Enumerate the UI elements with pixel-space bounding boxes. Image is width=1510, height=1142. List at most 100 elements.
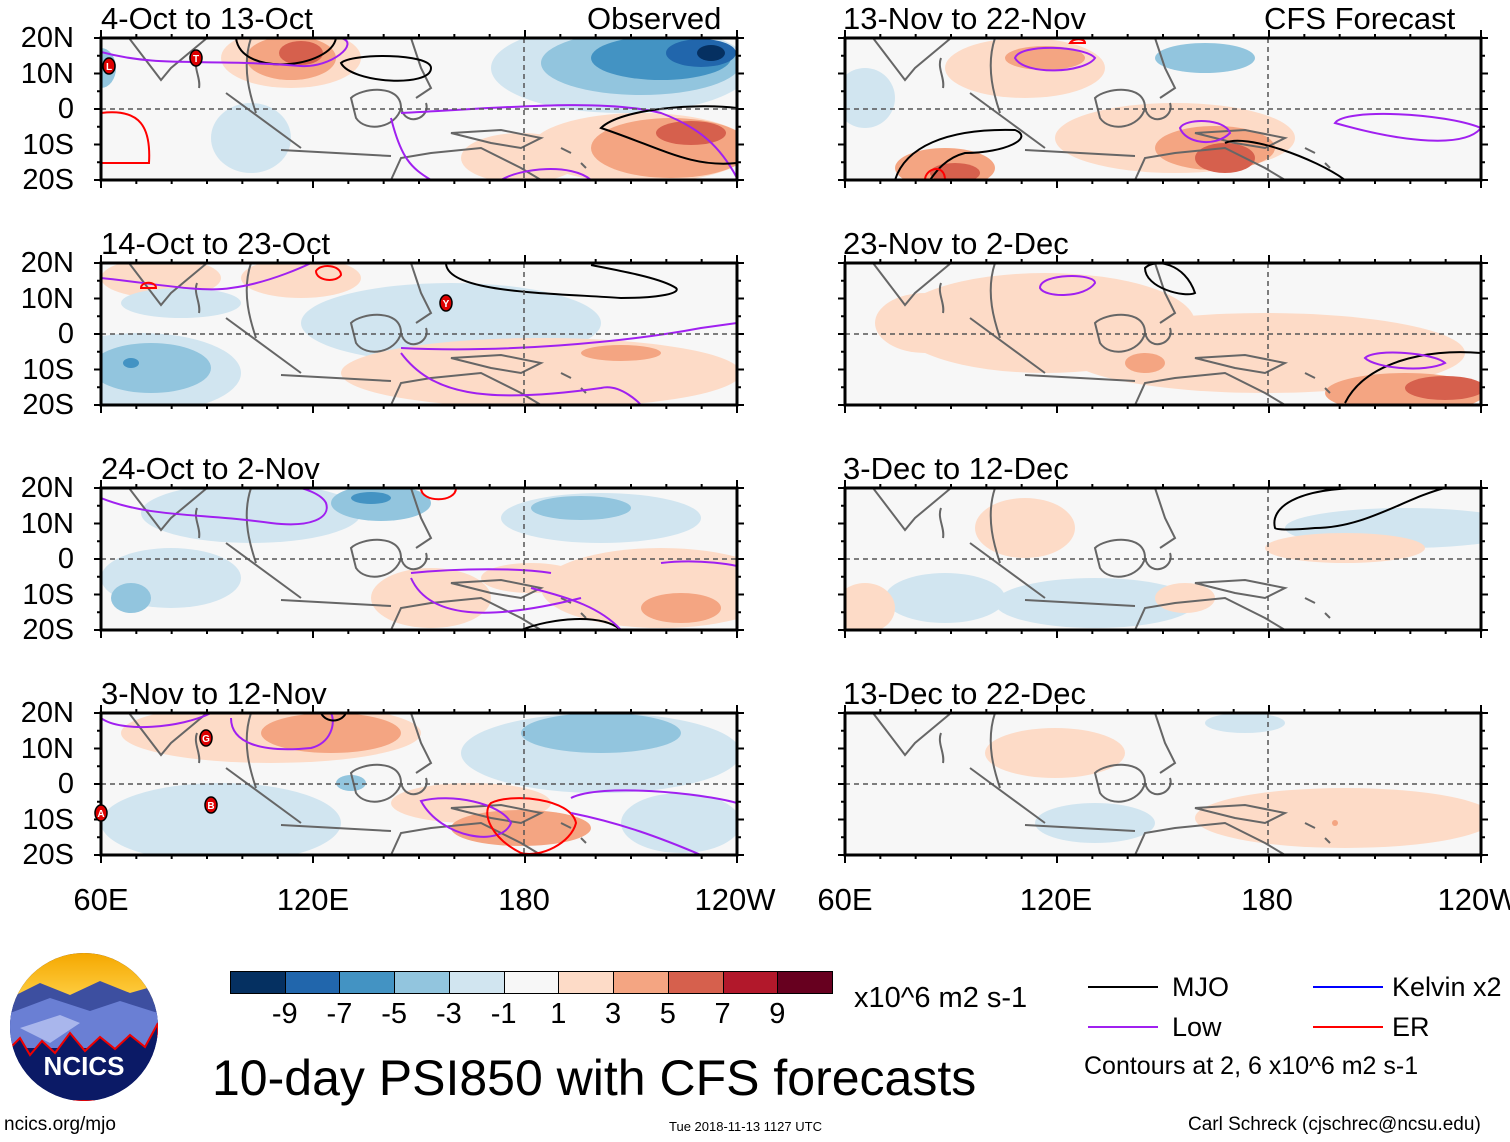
- colorbar-swatch: [722, 971, 779, 994]
- lat-label: 20N: [20, 472, 74, 504]
- colorbar-swatch: [284, 971, 341, 994]
- anomaly-region: [521, 713, 681, 753]
- colorbar-tick-label: 3: [605, 998, 622, 1030]
- field-layer: [845, 263, 1481, 405]
- coastline: [872, 713, 1331, 855]
- anomaly-region: [641, 593, 721, 623]
- anomaly-region: [621, 793, 737, 853]
- lat-label: 0: [57, 543, 74, 575]
- lat-label: 10S: [22, 353, 74, 386]
- contour-line: [101, 263, 312, 291]
- field-layer: [845, 38, 1481, 180]
- lat-label: 0: [57, 768, 74, 800]
- contour-line: [486, 797, 578, 855]
- tropical-cyclone-icon: [199, 729, 213, 747]
- panel-title: 24-Oct to 2-Nov: [101, 451, 320, 486]
- storm-letter: B: [207, 801, 214, 812]
- legend-line-low: [1088, 1026, 1158, 1028]
- coastline: [872, 38, 1331, 180]
- lat-label: 10N: [20, 282, 74, 315]
- anomaly-region: [1205, 713, 1285, 733]
- contour-line: [1333, 112, 1481, 142]
- legend-line-kelvin: [1313, 986, 1383, 988]
- colorbar-tick-label: 5: [659, 998, 676, 1030]
- panel-title: 14-Oct to 23-Oct: [101, 226, 331, 261]
- coastline: [872, 263, 1331, 405]
- contour-line: [1344, 351, 1481, 404]
- coastline: [128, 38, 587, 180]
- contour-line: [101, 713, 212, 728]
- forecast-map-panel: [838, 30, 1488, 188]
- anomaly-region: [1265, 533, 1425, 563]
- anomaly-region: [101, 343, 211, 393]
- anomaly-region: [241, 263, 361, 298]
- anomaly-region: [1155, 583, 1215, 613]
- anomaly-region: [1405, 376, 1481, 400]
- contour-line: [101, 38, 349, 68]
- panel-title: 13-Dec to 22-Dec: [843, 676, 1086, 711]
- field-layer: [101, 38, 737, 180]
- logo-text: NCICS: [44, 1051, 125, 1081]
- contour-line: [101, 111, 151, 164]
- forecast-map-panel: [838, 705, 1488, 863]
- contour-line: [230, 713, 334, 751]
- field-layer: [101, 713, 737, 855]
- coastline: [128, 488, 587, 630]
- observed-map-panel: [94, 480, 744, 638]
- anomaly-region: [845, 68, 895, 128]
- lon-label: 60E: [73, 882, 129, 917]
- contour-line: [314, 265, 343, 281]
- panel-title: 13-Nov to 22-Nov: [843, 1, 1086, 36]
- footer-url[interactable]: ncics.org/mjo: [4, 1114, 116, 1135]
- tropical-cyclone-icon: [204, 796, 218, 814]
- legend-label: Kelvin x2: [1392, 972, 1502, 1002]
- lon-label: 60E: [817, 882, 873, 917]
- observed-map-panel: G B A: [94, 705, 744, 863]
- storm-letter: T: [193, 54, 199, 65]
- lon-label: 120E: [1019, 882, 1093, 917]
- contour-line: [570, 812, 702, 855]
- lat-label: 0: [57, 93, 74, 125]
- lat-label: 10S: [22, 803, 74, 836]
- anomaly-region: [121, 288, 241, 318]
- map-svg: [94, 480, 744, 638]
- contour-line: [1038, 275, 1097, 296]
- storm-letter: Y: [443, 299, 450, 310]
- lat-label: 20S: [22, 614, 74, 646]
- anomaly-region: [975, 498, 1075, 558]
- contour-line: [400, 352, 642, 405]
- colorbar-tick-label: -7: [326, 998, 353, 1030]
- ncics-logo: NCICS: [10, 953, 158, 1101]
- forecast-map-panel: [838, 480, 1488, 638]
- contour-line: [894, 128, 1023, 180]
- lat-label: 10S: [22, 128, 74, 161]
- colorbar-swatch: [448, 971, 505, 994]
- lon-label: 120E: [276, 882, 350, 917]
- tropical-cyclone-icon: [439, 294, 453, 312]
- anomaly-region: [1005, 46, 1085, 70]
- contour-line: [500, 168, 592, 180]
- panel-title: 4-Oct to 13-Oct: [101, 1, 313, 36]
- contour-line: [101, 488, 328, 526]
- legend-label: Low: [1172, 1012, 1222, 1042]
- colorbar-swatch: [394, 971, 450, 994]
- contour-line: [599, 105, 737, 165]
- colorbar-swatch: [503, 971, 560, 994]
- legend-line-mjo: [1088, 986, 1158, 988]
- colorbar-swatch: [667, 971, 724, 994]
- contour-line: [419, 797, 513, 838]
- anomaly-region: [885, 573, 1005, 623]
- lon-label: 120W: [1437, 882, 1510, 917]
- contour-line: [570, 789, 737, 804]
- contour-line: [410, 568, 552, 574]
- anomaly-region: [1155, 43, 1255, 73]
- panel-title: 3-Dec to 12-Dec: [843, 451, 1069, 486]
- anomaly-region: [481, 563, 581, 593]
- map-svg: Y: [94, 255, 744, 413]
- contour-line: [400, 322, 737, 351]
- contour-line: [1273, 488, 1446, 531]
- coastline: [128, 713, 587, 855]
- map-svg: [838, 30, 1488, 188]
- contour-line: [1224, 139, 1346, 180]
